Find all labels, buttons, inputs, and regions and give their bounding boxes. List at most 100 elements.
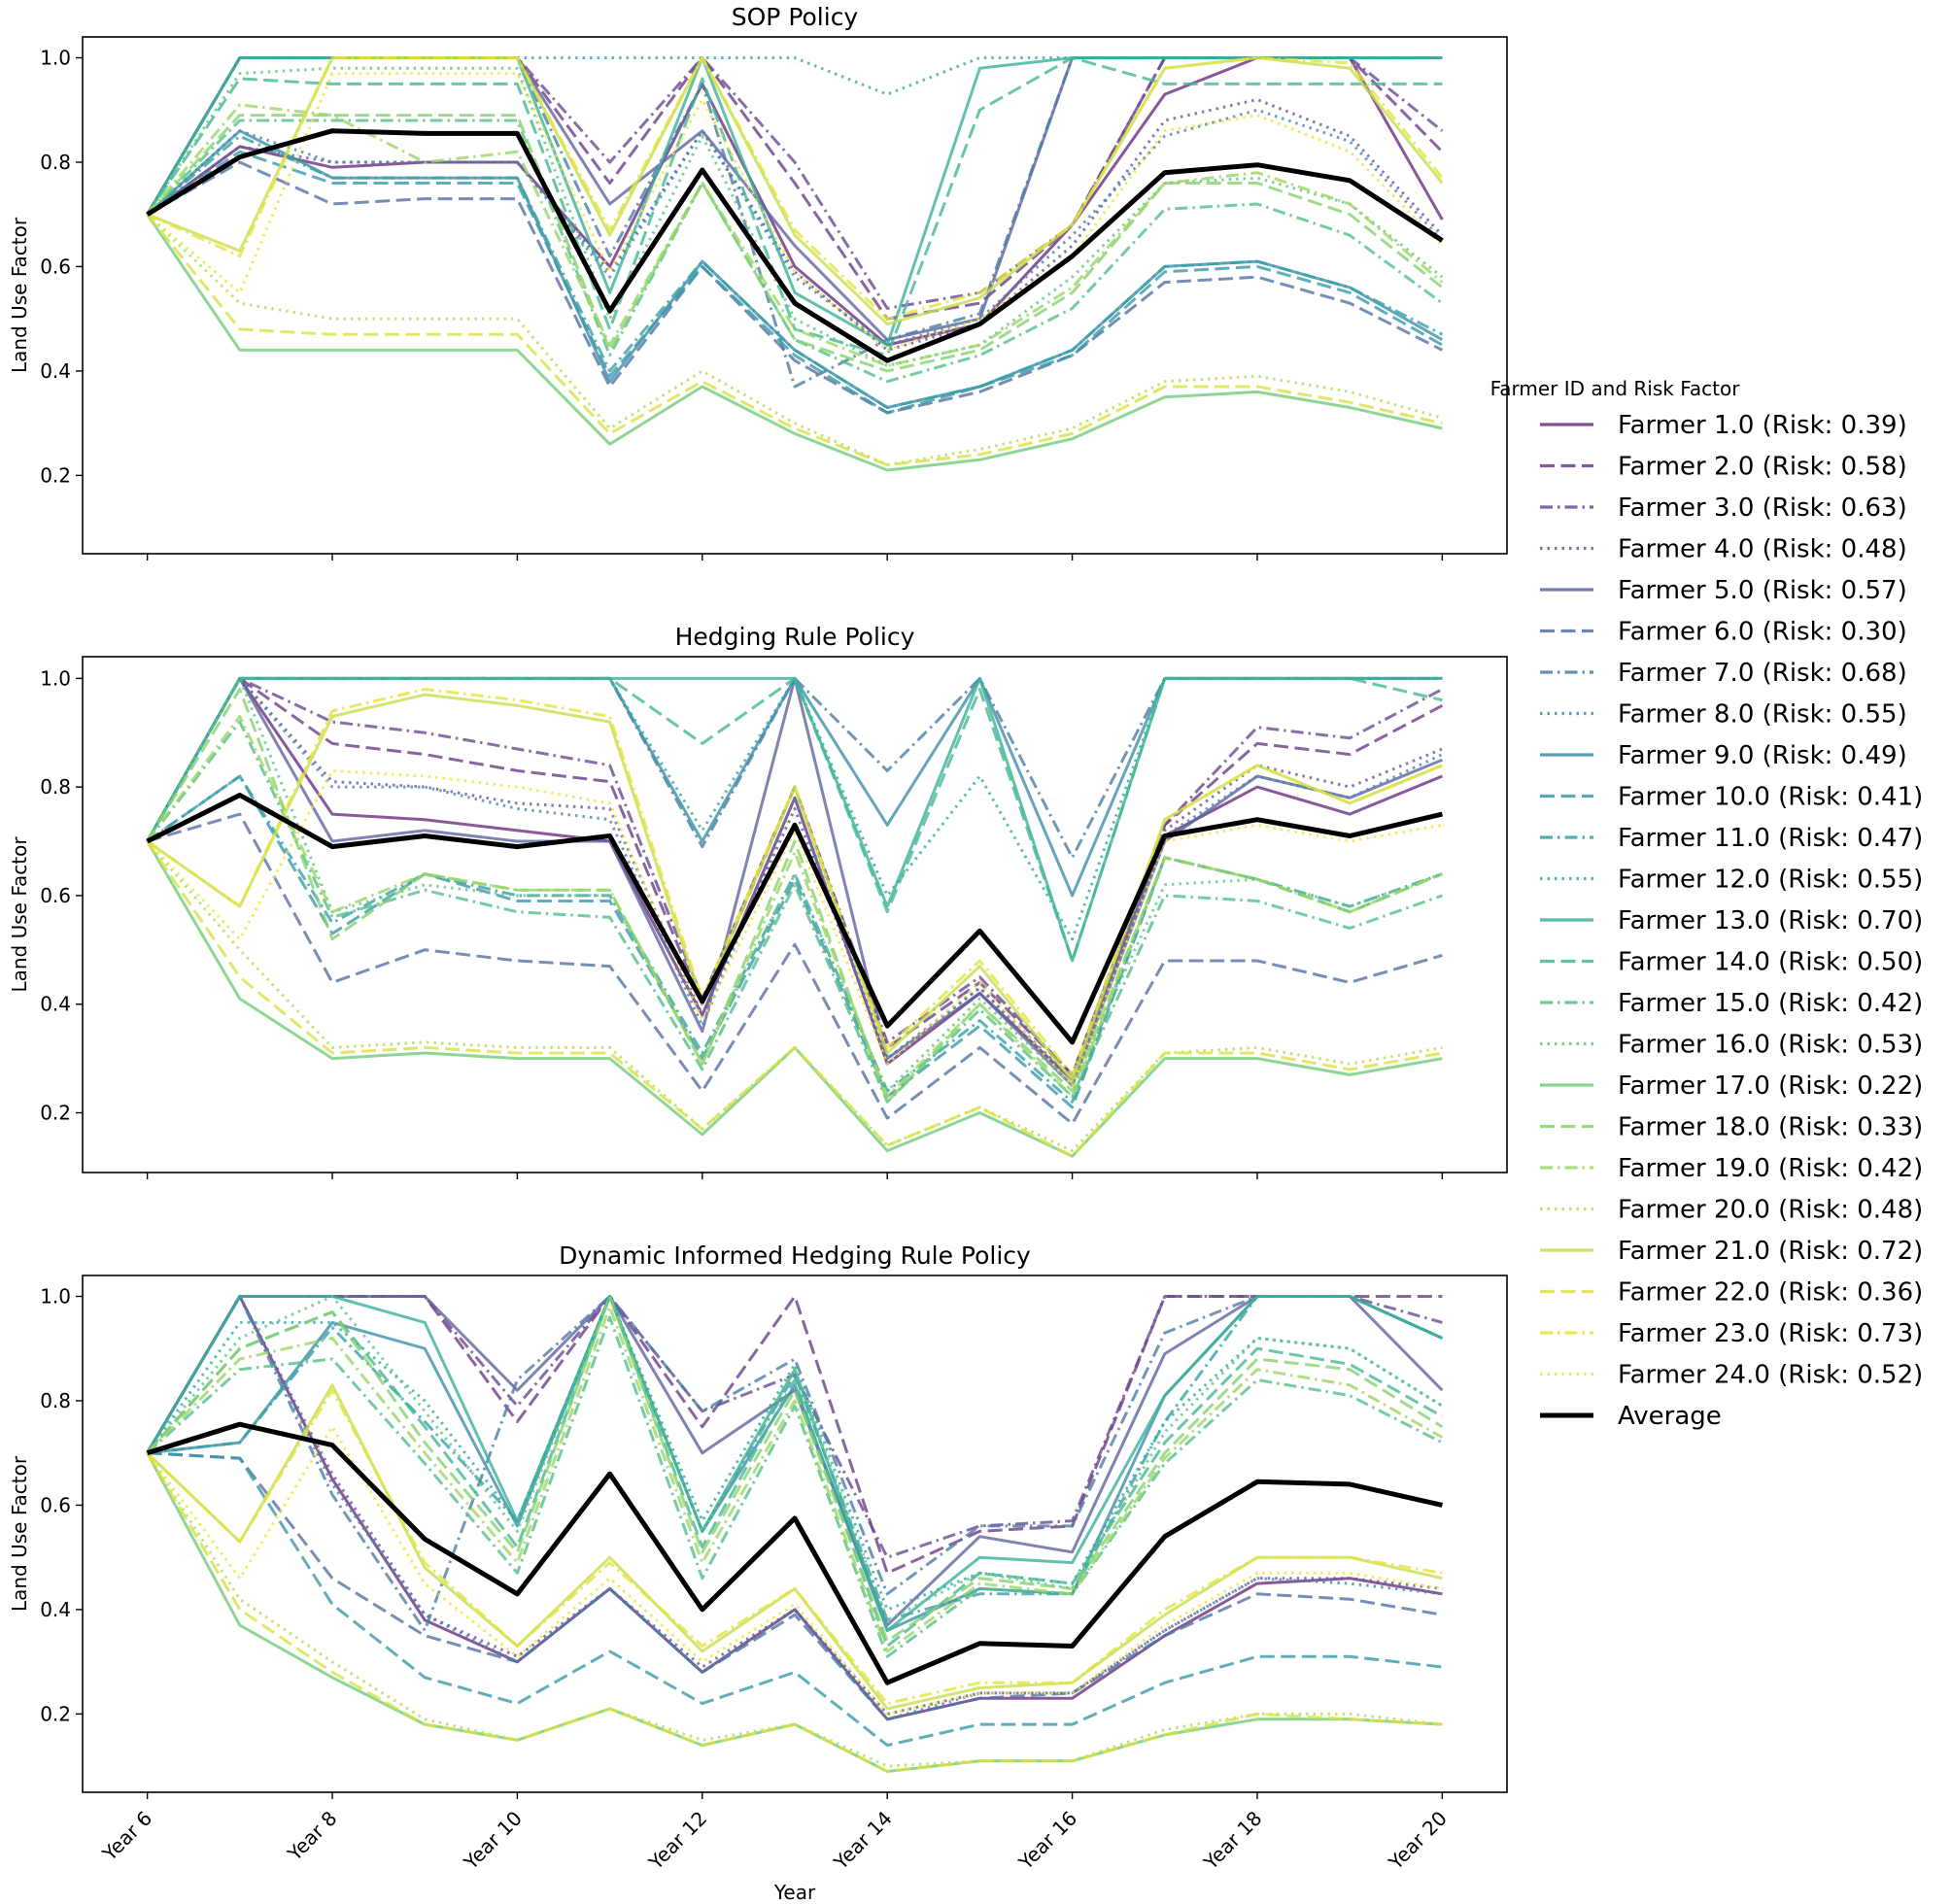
y-tick-label: 0.8 — [40, 151, 71, 174]
sop-policy-panel: SOP Policy Land Use Factor 0.2 0.4 0.6 0.8 1… — [8, 3, 1508, 561]
legend: Farmer ID and Risk Factor Farmer 1.0 (Ri… — [1490, 377, 1924, 1431]
series-line-farmer-11-0-risk-0-47 — [146, 134, 1444, 409]
series-line-farmer-16-0-risk-0-53 — [146, 1295, 1444, 1622]
legend-entry-label: Farmer 17.0 (Risk: 0.22) — [1618, 1071, 1923, 1101]
legend-entry-label: Farmer 13.0 (Risk: 0.70) — [1618, 906, 1923, 935]
series-line-farmer-8-0-risk-0-55 — [146, 1295, 1443, 1721]
legend-entry-label: Farmer 3.0 (Risk: 0.63) — [1618, 493, 1907, 523]
series-line-average — [146, 793, 1443, 1045]
series-line-farmer-19-0-risk-0-42 — [146, 103, 1444, 367]
y-tick-label: 0.4 — [40, 993, 71, 1016]
legend-entry-label: Farmer 12.0 (Risk: 0.55) — [1618, 866, 1923, 895]
plot-frame — [82, 656, 1508, 1173]
y-tick-label: 0.2 — [40, 1102, 71, 1125]
hedging-rule-policy-title: Hedging Rule Policy — [675, 623, 915, 651]
series-line-farmer-6-0-risk-0-30 — [147, 1451, 1443, 1721]
series-line-farmer-18-0-risk-0-33 — [146, 688, 1443, 1104]
legend-entry-label: Farmer 22.0 (Risk: 0.36) — [1618, 1278, 1923, 1308]
series-line-farmer-1-0-risk-0-39 — [146, 56, 1444, 347]
series-line-farmer-6-0-risk-0-30 — [147, 812, 1443, 1126]
legend-entry-label: Farmer 5.0 (Risk: 0.57) — [1618, 576, 1907, 605]
legend-entry-label: Farmer 16.0 (Risk: 0.53) — [1618, 1031, 1923, 1060]
series-line-average — [146, 1421, 1443, 1685]
legend-entry-label: Farmer 24.0 (Risk: 0.52) — [1618, 1361, 1923, 1390]
y-tick-label: 0.6 — [40, 255, 71, 278]
legend-entry-label: Farmer 4.0 (Risk: 0.48) — [1618, 535, 1907, 564]
legend-entry-label: Farmer 11.0 (Risk: 0.47) — [1618, 824, 1923, 853]
legend-entry-label: Farmer 8.0 (Risk: 0.55) — [1618, 700, 1907, 730]
y-tick-label: 0.8 — [40, 775, 71, 799]
plot-frame — [82, 36, 1508, 555]
series-line-farmer-15-0-risk-0-42 — [146, 720, 1443, 1104]
sop-policy-y-axis-label: Land Use Factor — [8, 217, 31, 373]
series-line-farmer-4-0-risk-0-48 — [146, 676, 1443, 1082]
dynamic-informed-hedging-title: Dynamic Informed Hedging Rule Policy — [559, 1241, 1031, 1270]
y-tick-label: 0.2 — [40, 463, 71, 487]
legend-entry-label: Farmer 10.0 (Risk: 0.41) — [1618, 783, 1923, 812]
series-line-farmer-23-0-risk-0-73 — [146, 688, 1443, 1076]
series-line-farmer-23-0-risk-0-73 — [146, 1388, 1443, 1706]
series-line-farmer-10-0-risk-0-41 — [147, 1451, 1443, 1748]
legend-entry-label: Farmer 14.0 (Risk: 0.50) — [1618, 948, 1923, 977]
series-line-farmer-19-0-risk-0-42 — [146, 715, 1443, 1099]
legend-entry-label: Farmer 20.0 (Risk: 0.48) — [1618, 1196, 1923, 1225]
legend-entry-label: Farmer 2.0 (Risk: 0.58) — [1618, 453, 1907, 482]
series-line-farmer-16-0-risk-0-53 — [146, 66, 1444, 367]
series-line-farmer-1-0-risk-0-39 — [146, 676, 1443, 1082]
legend-entry-label: Farmer 6.0 (Risk: 0.30) — [1618, 618, 1907, 647]
y-tick-label: 0.4 — [40, 1598, 71, 1621]
series-line-farmer-22-0-risk-0-36 — [146, 840, 1443, 1158]
y-tick-label: 0.4 — [40, 359, 71, 383]
series-line-farmer-8-0-risk-0-55 — [146, 108, 1444, 347]
x-axis-label: Year — [773, 1881, 816, 1904]
legend-entry-label: Farmer 18.0 (Risk: 0.33) — [1618, 1113, 1923, 1142]
series-line-farmer-22-0-risk-0-36 — [146, 213, 1443, 467]
series-line-farmer-14-0-risk-0-50 — [146, 56, 1443, 357]
legend-entry-label: Farmer 9.0 (Risk: 0.49) — [1618, 741, 1907, 770]
series-line-farmer-19-0-risk-0-42 — [146, 1305, 1444, 1653]
y-tick-label: 0.2 — [40, 1702, 71, 1725]
legend-entry-label: Farmer 21.0 (Risk: 0.72) — [1618, 1237, 1923, 1266]
series-line-average — [146, 128, 1444, 363]
series-line-farmer-10-0-risk-0-41 — [146, 150, 1444, 415]
series-line-farmer-20-0-risk-0-48 — [146, 213, 1443, 467]
y-tick-label: 0.8 — [40, 1389, 71, 1412]
series-line-farmer-18-0-risk-0-33 — [146, 114, 1444, 373]
series-line-farmer-14-0-risk-0-50 — [146, 676, 1443, 963]
legend-entry-label: Average — [1618, 1402, 1722, 1431]
series-line-farmer-12-0-risk-0-55 — [146, 1295, 1444, 1612]
dynamic-informed-hedging-y-axis-label: Land Use Factor — [8, 1455, 31, 1612]
legend-entry-label: Farmer 23.0 (Risk: 0.73) — [1618, 1319, 1923, 1348]
series-line-farmer-18-0-risk-0-33 — [146, 1295, 1444, 1643]
y-tick-label: 1.0 — [40, 666, 71, 690]
series-line-farmer-6-0-risk-0-30 — [146, 160, 1444, 415]
series-line-farmer-15-0-risk-0-42 — [146, 1315, 1444, 1658]
hedging-rule-policy-panel: Hedging Rule Policy Land Use Factor 0.2 0… — [8, 623, 1508, 1179]
series-line-farmer-24-0-risk-0-52 — [146, 768, 1443, 1088]
series-line-farmer-20-0-risk-0-48 — [146, 1451, 1443, 1768]
legend-entry-label: Farmer 7.0 (Risk: 0.68) — [1618, 659, 1907, 688]
hedging-rule-policy-y-axis-label: Land Use Factor — [8, 836, 31, 993]
y-tick-label: 1.0 — [40, 46, 71, 69]
legend-entry-label: Farmer 19.0 (Risk: 0.42) — [1618, 1154, 1923, 1183]
series-line-farmer-15-0-risk-0-42 — [146, 119, 1444, 384]
series-line-farmer-5-0-risk-0-57 — [146, 1295, 1444, 1627]
legend-entry-label: Farmer 15.0 (Risk: 0.42) — [1618, 989, 1923, 1018]
series-line-farmer-23-0-risk-0-73 — [146, 56, 1444, 321]
plot-frame — [82, 1275, 1508, 1793]
legend-title: Farmer ID and Risk Factor — [1490, 377, 1741, 400]
series-line-farmer-17-0-risk-0-22 — [146, 213, 1443, 472]
legend-entry-label: Farmer 1.0 (Risk: 0.39) — [1618, 411, 1907, 440]
series-line-farmer-11-0-risk-0-47 — [147, 1295, 1444, 1622]
series-line-farmer-4-0-risk-0-48 — [146, 1295, 1443, 1716]
series-line-farmer-1-0-risk-0-39 — [146, 1295, 1443, 1721]
series-line-farmer-7-0-risk-0-68 — [146, 1295, 1444, 1632]
series-line-farmer-22-0-risk-0-36 — [146, 1451, 1443, 1773]
y-tick-label: 0.6 — [40, 1493, 71, 1516]
series-line-farmer-14-0-risk-0-50 — [146, 1295, 1444, 1648]
y-tick-label: 0.6 — [40, 884, 71, 907]
y-tick-label: 1.0 — [40, 1284, 71, 1308]
sop-policy-title: SOP Policy — [732, 3, 859, 31]
